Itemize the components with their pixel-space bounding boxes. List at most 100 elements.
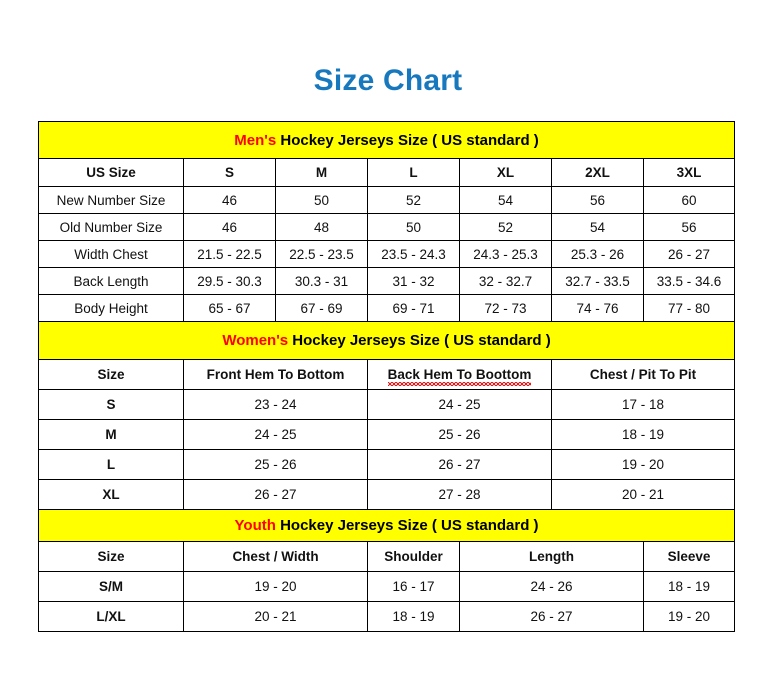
size-chart-table-wrapper: Men's Hockey Jerseys Size ( US standard … [37, 121, 736, 632]
cell-womens-s-front-hem: 23 - 24 [183, 389, 368, 420]
table-row: New Number Size 46 50 52 54 56 60 [38, 186, 736, 214]
cell-mens-back-length-3xl: 33.5 - 34.6 [642, 267, 736, 295]
column-header-row-mens: US Size S M L XL 2XL 3XL [38, 158, 736, 187]
cell-mens-body-height-xl: 72 - 73 [459, 294, 552, 322]
cell-mens-new-number-size-2xl: 56 [551, 186, 644, 214]
cell-mens-old-number-size-s: 46 [183, 213, 276, 241]
section-banner-youth: Youth Hockey Jerseys Size ( US standard … [37, 509, 736, 542]
cell-mens-new-number-size-3xl: 60 [642, 186, 736, 214]
section-banner-mens-rest: Hockey Jerseys Size ( US standard ) [276, 131, 539, 149]
col-header-youth-1: Chest / Width [183, 541, 368, 572]
cell-mens-back-length-m: 30.3 - 31 [275, 267, 368, 295]
cell-mens-new-number-size-l: 52 [367, 186, 460, 214]
row-label-womens-s: S [38, 389, 184, 420]
col-header-womens-3: Chest / Pit To Pit [550, 359, 736, 390]
table-row: M 24 - 25 25 - 26 18 - 19 [38, 419, 736, 450]
row-label-youth-sm: S/M [38, 571, 184, 602]
cell-youth-lxl-chest-width: 20 - 21 [183, 601, 368, 632]
cell-womens-l-chest: 19 - 20 [550, 449, 736, 480]
section-banner-youth-accent: Youth [234, 517, 276, 534]
page-title: Size Chart [313, 64, 463, 97]
cell-mens-old-number-size-m: 48 [275, 213, 368, 241]
row-label-new-number-size: New Number Size [38, 186, 184, 214]
cell-mens-old-number-size-3xl: 56 [642, 213, 736, 241]
cell-youth-lxl-length: 26 - 27 [459, 601, 644, 632]
table-row: Old Number Size 46 48 50 52 54 56 [38, 213, 736, 241]
col-header-mens-6: 3XL [642, 158, 736, 187]
cell-womens-s-back-hem: 24 - 25 [367, 389, 552, 420]
row-label-womens-m: M [38, 419, 184, 450]
cell-womens-m-chest: 18 - 19 [550, 419, 736, 450]
cell-mens-old-number-size-xl: 52 [459, 213, 552, 241]
cell-womens-m-back-hem: 25 - 26 [367, 419, 552, 450]
section-banner-womens: Women's Hockey Jerseys Size ( US standar… [37, 321, 736, 360]
cell-womens-xl-back-hem: 27 - 28 [367, 479, 552, 510]
cell-womens-s-chest: 17 - 18 [550, 389, 736, 420]
col-header-youth-0: Size [38, 541, 184, 572]
column-header-row-womens: Size Front Hem To Bottom Back Hem To Boo… [38, 359, 736, 390]
cell-womens-l-back-hem: 26 - 27 [367, 449, 552, 480]
cell-mens-width-chest-xl: 24.3 - 25.3 [459, 240, 552, 268]
row-label-youth-lxl: L/XL [38, 601, 184, 632]
cell-mens-new-number-size-s: 46 [183, 186, 276, 214]
cell-youth-lxl-shoulder: 18 - 19 [367, 601, 460, 632]
row-label-width-chest: Width Chest [38, 240, 184, 268]
table-row: S/M 19 - 20 16 - 17 24 - 26 18 - 19 [38, 571, 736, 602]
row-label-old-number-size: Old Number Size [38, 213, 184, 241]
table-row: L/XL 20 - 21 18 - 19 26 - 27 19 - 20 [38, 601, 736, 632]
col-header-youth-4: Sleeve [642, 541, 736, 572]
cell-mens-back-length-xl: 32 - 32.7 [459, 267, 552, 295]
col-header-youth-2: Shoulder [367, 541, 460, 572]
col-header-mens-2: M [275, 158, 368, 187]
table-row: Back Length 29.5 - 30.3 30.3 - 31 31 - 3… [38, 267, 736, 295]
section-banner-womens-accent: Women's [222, 332, 289, 349]
col-header-womens-1: Front Hem To Bottom [183, 359, 368, 390]
col-header-mens-4: XL [459, 158, 552, 187]
cell-mens-back-length-2xl: 32.7 - 33.5 [551, 267, 644, 295]
table-row: L 25 - 26 26 - 27 19 - 20 [38, 449, 736, 480]
table-row: Width Chest 21.5 - 22.5 22.5 - 23.5 23.5… [38, 240, 736, 268]
cell-mens-width-chest-m: 22.5 - 23.5 [275, 240, 368, 268]
cell-youth-lxl-sleeve: 19 - 20 [642, 601, 736, 632]
row-label-womens-l: L [38, 449, 184, 480]
row-label-back-length: Back Length [38, 267, 184, 295]
cell-womens-xl-chest: 20 - 21 [550, 479, 736, 510]
cell-youth-sm-shoulder: 16 - 17 [367, 571, 460, 602]
col-header-mens-3: L [367, 158, 460, 187]
cell-mens-old-number-size-l: 50 [367, 213, 460, 241]
col-header-mens-5: 2XL [551, 158, 644, 187]
size-chart-table: Men's Hockey Jerseys Size ( US standard … [37, 121, 736, 632]
col-header-mens-1: S [183, 158, 276, 187]
cell-youth-sm-chest-width: 19 - 20 [183, 571, 368, 602]
table-row: Body Height 65 - 67 67 - 69 69 - 71 72 -… [38, 294, 736, 322]
table-row: S 23 - 24 24 - 25 17 - 18 [38, 389, 736, 420]
cell-mens-back-length-l: 31 - 32 [367, 267, 460, 295]
cell-mens-width-chest-3xl: 26 - 27 [642, 240, 736, 268]
column-header-row-youth: Size Chest / Width Shoulder Length Sleev… [38, 541, 736, 572]
cell-mens-new-number-size-xl: 54 [459, 186, 552, 214]
cell-womens-l-front-hem: 25 - 26 [183, 449, 368, 480]
table-row: XL 26 - 27 27 - 28 20 - 21 [38, 479, 736, 510]
misspelled-text: Back Hem To Boottom [387, 366, 532, 386]
cell-mens-body-height-3xl: 77 - 80 [642, 294, 736, 322]
cell-womens-xl-front-hem: 26 - 27 [183, 479, 368, 510]
section-banner-mens-cell: Men's Hockey Jerseys Size ( US standard … [37, 121, 736, 159]
cell-mens-body-height-l: 69 - 71 [367, 294, 460, 322]
cell-mens-old-number-size-2xl: 54 [551, 213, 644, 241]
col-header-youth-3: Length [459, 541, 644, 572]
section-banner-youth-rest: Hockey Jerseys Size ( US standard ) [275, 517, 539, 534]
cell-mens-width-chest-l: 23.5 - 24.3 [367, 240, 460, 268]
row-label-body-height: Body Height [38, 294, 184, 322]
col-header-womens-2: Back Hem To Boottom [367, 359, 552, 390]
cell-mens-body-height-m: 67 - 69 [275, 294, 368, 322]
cell-mens-width-chest-2xl: 25.3 - 26 [551, 240, 644, 268]
cell-mens-width-chest-s: 21.5 - 22.5 [183, 240, 276, 268]
section-banner-womens-cell: Women's Hockey Jerseys Size ( US standar… [37, 321, 736, 360]
cell-mens-body-height-s: 65 - 67 [183, 294, 276, 322]
section-banner-mens-accent: Men's [234, 131, 277, 149]
cell-youth-sm-sleeve: 18 - 19 [642, 571, 736, 602]
cell-womens-m-front-hem: 24 - 25 [183, 419, 368, 450]
col-header-womens-0: Size [38, 359, 184, 390]
col-header-mens-0: US Size [38, 158, 184, 187]
